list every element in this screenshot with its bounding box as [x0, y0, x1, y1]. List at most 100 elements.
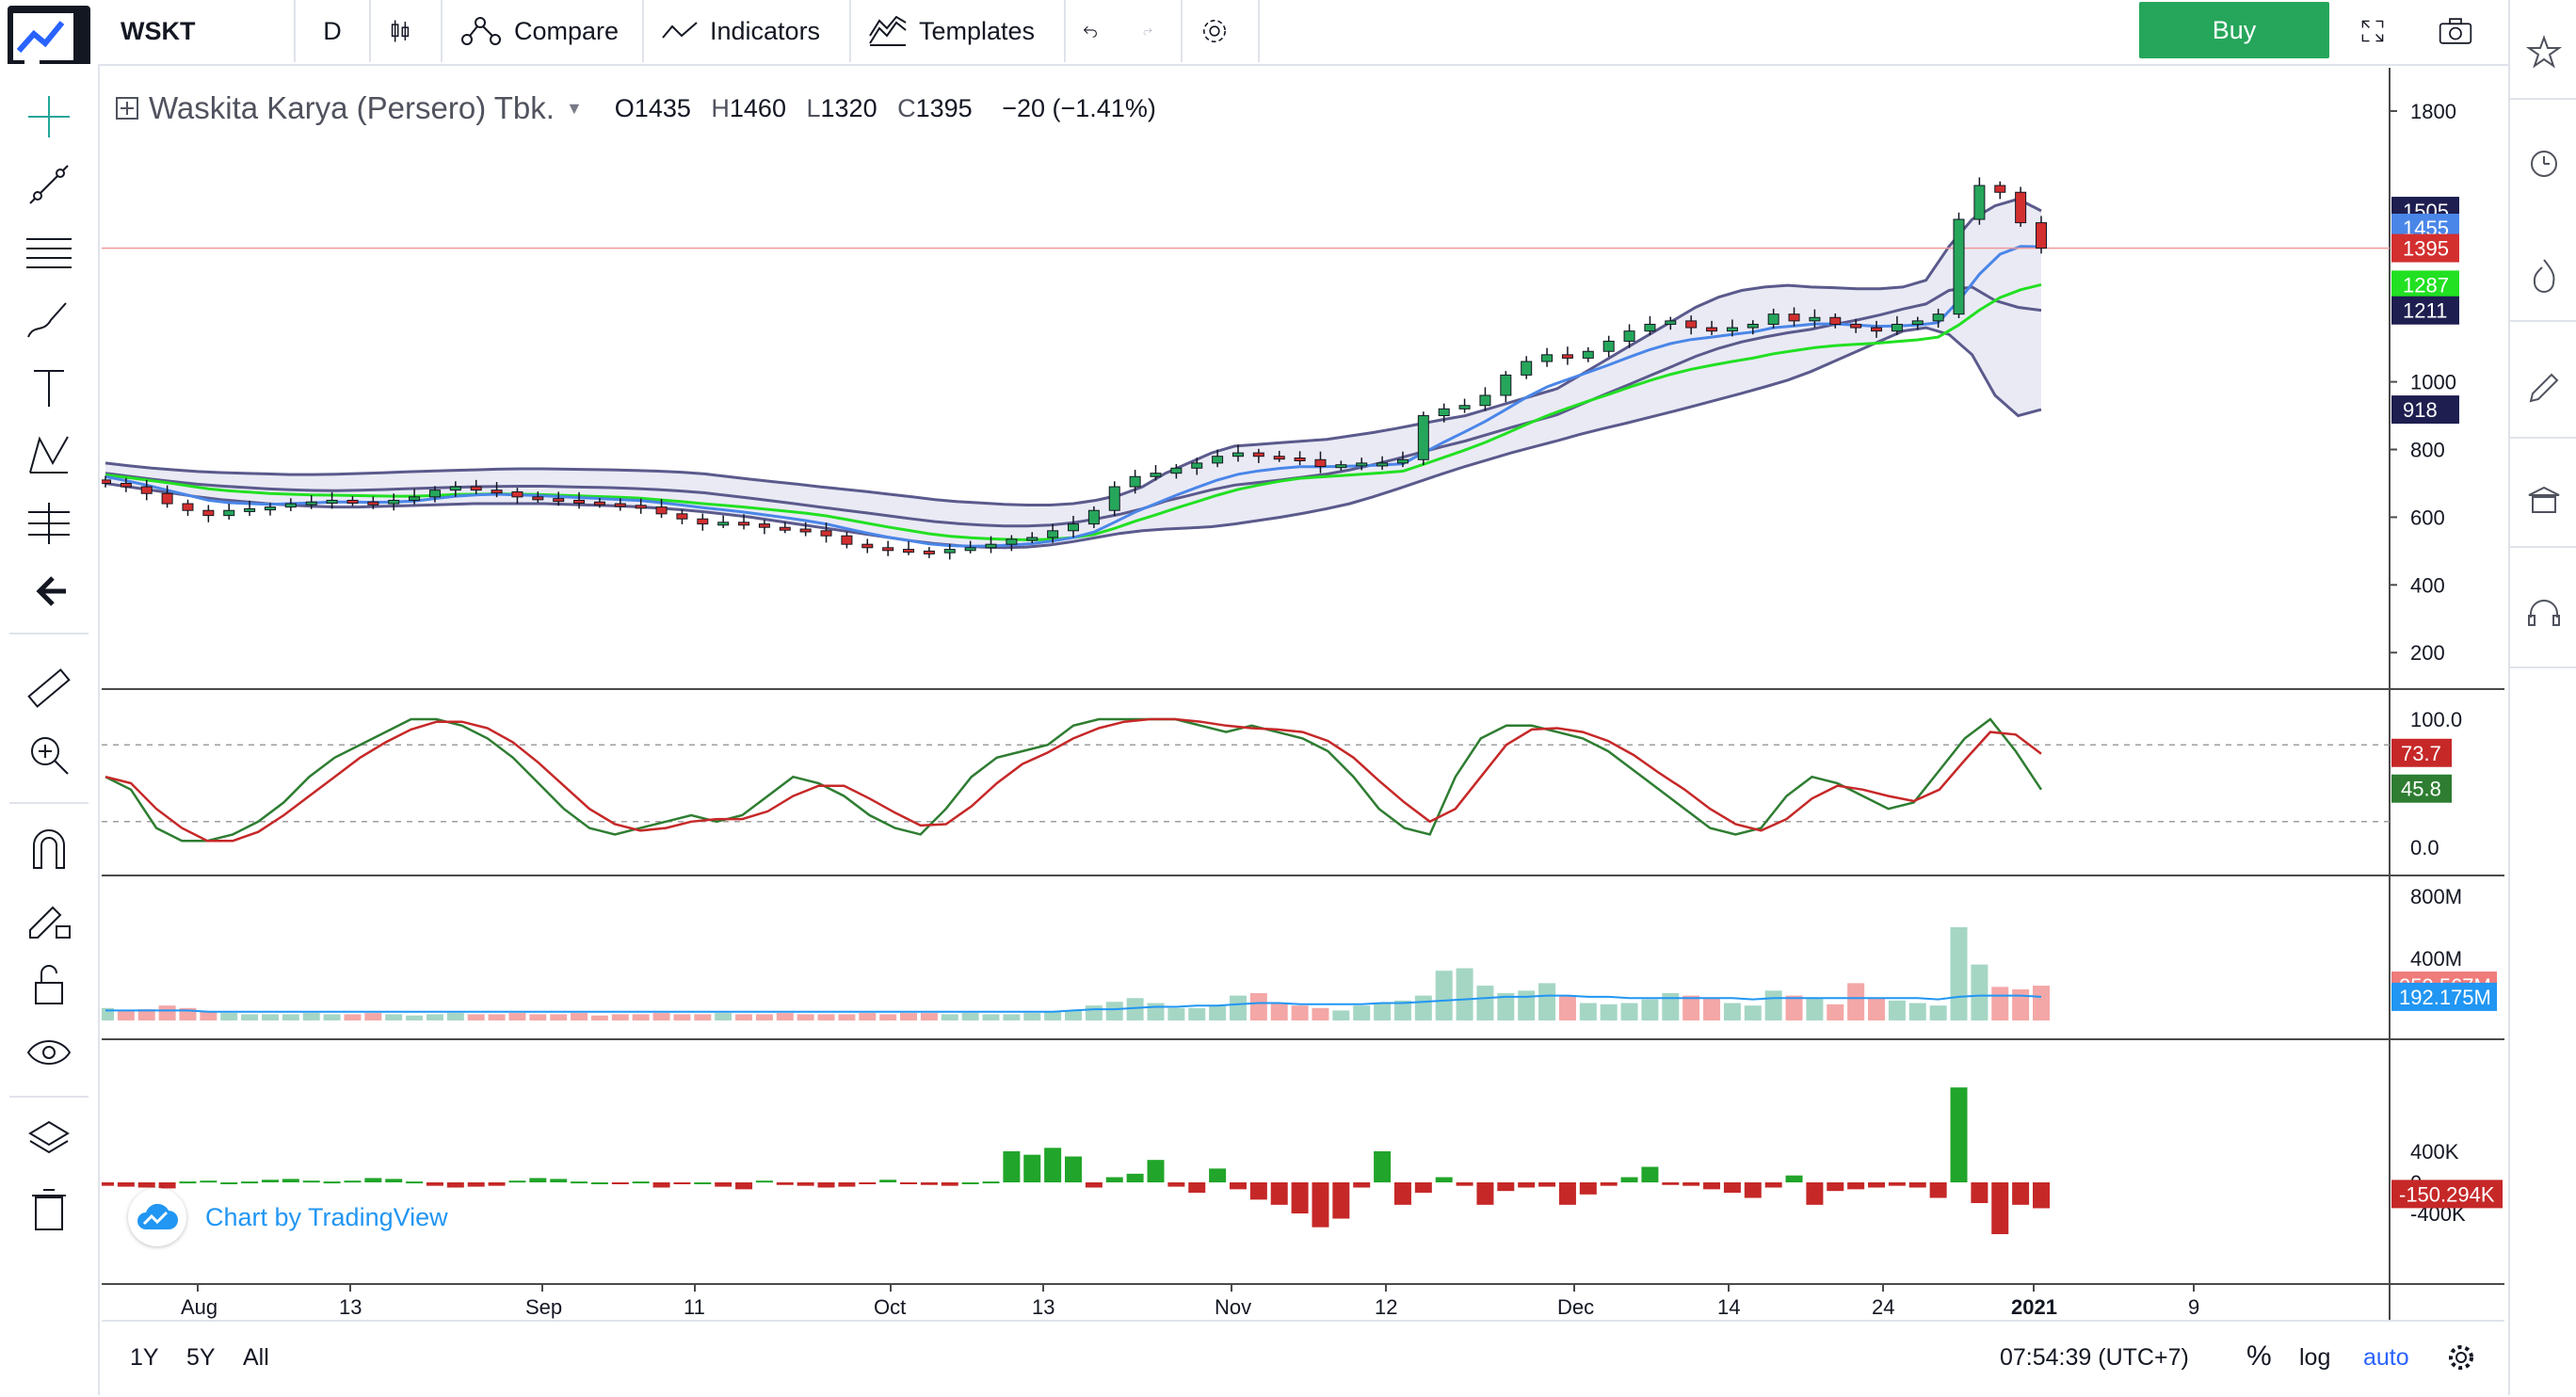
alarm-icon[interactable]	[2525, 143, 2563, 181]
osc-tag-label: -150.294K	[2399, 1182, 2495, 1206]
price-tag-label: 1287	[2403, 273, 2449, 297]
redo-button[interactable]	[1126, 0, 1183, 62]
volume-bar	[1991, 987, 2009, 1020]
osc-bar	[611, 1182, 629, 1184]
trash-icon[interactable]	[24, 1184, 73, 1233]
brush-icon[interactable]	[24, 296, 73, 345]
undo-button[interactable]	[1066, 0, 1126, 62]
candle-body	[284, 503, 297, 508]
osc-bar	[1827, 1182, 1844, 1192]
candle-body	[1150, 473, 1162, 477]
candle-body	[1129, 475, 1141, 488]
templates-button[interactable]: Templates	[851, 0, 1066, 62]
back-arrow-icon[interactable]	[24, 567, 73, 616]
candle-body	[1026, 537, 1038, 541]
time-tick-label: Sep	[525, 1295, 562, 1319]
compare-button[interactable]: Compare	[443, 0, 644, 62]
candle-body	[1521, 361, 1533, 376]
chevron-down-icon[interactable]: ▼	[565, 98, 583, 118]
clock-readout[interactable]: 07:54:39 (UTC+7)	[2000, 1344, 2189, 1371]
osc-bar	[1291, 1182, 1309, 1213]
percent-scale-button[interactable]: %	[2246, 1341, 2272, 1372]
time-tick-label: 11	[684, 1295, 705, 1319]
snapshot-button[interactable]	[2422, 0, 2501, 62]
unlock-icon[interactable]	[24, 960, 73, 1009]
candle-body	[1232, 452, 1244, 458]
open-value: 1435	[634, 93, 691, 122]
forecast-icon[interactable]	[24, 499, 73, 548]
fullscreen-icon	[2361, 20, 2384, 42]
zoom-icon[interactable]	[24, 731, 73, 779]
volume-bar	[1374, 1003, 1392, 1020]
candle-body	[841, 535, 853, 545]
sidebar-divider	[2510, 320, 2576, 322]
osc-bar	[1126, 1173, 1144, 1182]
indicators-button[interactable]: Indicators	[644, 0, 851, 62]
eye-icon[interactable]	[24, 1028, 73, 1077]
interval-button[interactable]: D	[296, 0, 371, 62]
volume-bar	[1764, 990, 1782, 1020]
volume-bar	[1929, 1005, 1947, 1020]
tradingview-watermark[interactable]: Chart by TradingView	[128, 1188, 448, 1246]
osc-bar	[1353, 1182, 1371, 1188]
text-icon[interactable]	[24, 363, 73, 412]
watchlist-icon[interactable]	[2525, 34, 2563, 72]
time-tick-label: Oct	[874, 1295, 906, 1319]
volume-bar	[1620, 1003, 1638, 1020]
low-value: 1320	[820, 93, 877, 122]
osc-bar	[900, 1182, 918, 1184]
layers-icon[interactable]	[24, 1116, 73, 1165]
lock-draw-icon[interactable]	[24, 892, 73, 941]
log-scale-button[interactable]: log	[2299, 1344, 2331, 1371]
volume-bar	[859, 1013, 877, 1020]
settings-button[interactable]	[1183, 0, 1260, 62]
chart-area[interactable]: 1800 1000 800 600 400 200 1505 1455 1395 1287 1211…	[102, 68, 2504, 1386]
osc-bar	[1744, 1182, 1762, 1198]
chart-canvas[interactable]: 1800100080060040020015051455139512871211…	[102, 68, 2504, 1320]
headset-icon[interactable]	[2525, 595, 2563, 633]
volume-bar	[261, 1014, 279, 1020]
osc-bar	[241, 1181, 259, 1184]
candle-body	[1335, 464, 1347, 469]
gear-icon[interactable]	[2446, 1342, 2476, 1373]
volume-bar	[1971, 964, 1988, 1020]
ruler-icon[interactable]	[24, 663, 73, 712]
fib-icon[interactable]	[24, 228, 73, 277]
candle-body	[635, 505, 647, 509]
range-1y-button[interactable]: 1Y	[130, 1344, 159, 1371]
osc-bar	[1703, 1182, 1721, 1190]
time-tick-label: Dec	[1557, 1295, 1594, 1319]
crosshair-icon[interactable]	[24, 92, 73, 141]
candle-body	[1994, 185, 2006, 193]
volume-bar	[241, 1014, 259, 1020]
osc-bar	[735, 1182, 753, 1190]
candle-body	[1602, 340, 1615, 352]
volume-bar	[508, 1013, 526, 1020]
osc-bar	[1600, 1182, 1618, 1186]
symbol-search[interactable]: WSKT	[104, 0, 296, 62]
range-5y-button[interactable]: 5Y	[186, 1344, 216, 1371]
calendar-icon[interactable]	[2525, 482, 2563, 520]
auto-scale-button[interactable]: auto	[2363, 1344, 2409, 1371]
pencil-icon[interactable]	[2525, 369, 2563, 407]
osc-bar	[632, 1181, 650, 1184]
chart-type-button[interactable]	[371, 0, 443, 62]
buy-button[interactable]: Buy	[2139, 2, 2329, 58]
expand-legend-icon[interactable]	[115, 96, 139, 120]
osc-bar	[1435, 1177, 1453, 1182]
volume-bar	[1229, 995, 1247, 1020]
hotlist-icon[interactable]	[2525, 256, 2563, 294]
candle-body	[593, 501, 605, 506]
pattern-icon[interactable]	[24, 431, 73, 480]
candle-body	[1932, 313, 1944, 322]
symbol-name[interactable]: Waskita Karya (Persero) Tbk.	[149, 90, 555, 125]
osc-bar	[920, 1182, 938, 1185]
candle-body	[1396, 458, 1409, 464]
fullscreen-button[interactable]	[2344, 0, 2412, 62]
range-all-button[interactable]: All	[243, 1344, 269, 1371]
trend-line-icon[interactable]	[24, 160, 73, 209]
time-tick-label: 9	[2188, 1295, 2199, 1319]
magnet-icon[interactable]	[24, 825, 73, 874]
candle-body	[2036, 222, 2047, 249]
volume-bar	[323, 1014, 341, 1020]
